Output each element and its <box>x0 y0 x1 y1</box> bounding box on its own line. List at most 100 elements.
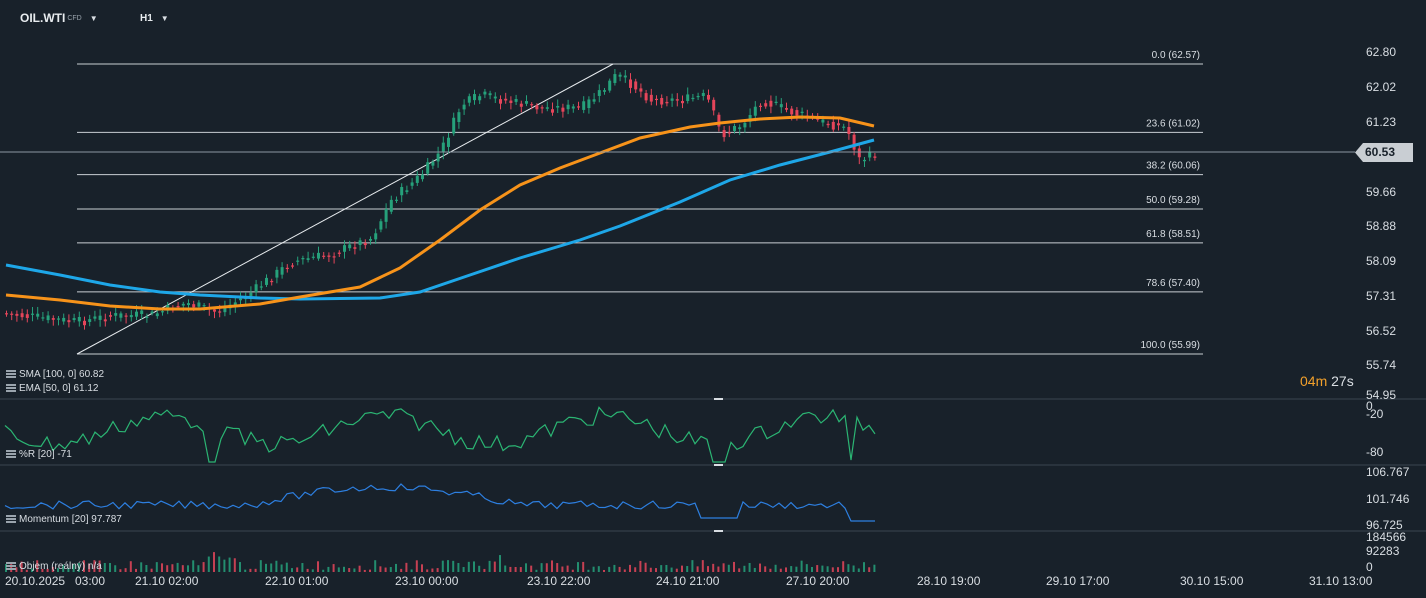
candle[interactable] <box>551 109 554 113</box>
candle[interactable] <box>254 284 258 293</box>
candle[interactable] <box>525 101 528 104</box>
candle[interactable] <box>660 98 664 105</box>
candle[interactable] <box>426 162 430 174</box>
candle[interactable] <box>779 104 783 108</box>
candle[interactable] <box>535 105 539 110</box>
candle[interactable] <box>405 190 409 192</box>
candle[interactable] <box>415 175 419 183</box>
candle[interactable] <box>467 96 471 103</box>
candle[interactable] <box>140 310 144 314</box>
candle[interactable] <box>265 277 268 285</box>
candle[interactable] <box>457 112 461 123</box>
timeframe-selector[interactable]: H1 ▼ <box>140 13 169 24</box>
candle[interactable] <box>88 319 92 322</box>
williams-r-legend[interactable]: %R [20] -71 <box>6 449 72 460</box>
candle[interactable] <box>712 99 716 111</box>
candle[interactable] <box>285 267 289 270</box>
candle[interactable] <box>748 115 752 122</box>
candle[interactable] <box>31 313 34 315</box>
candle[interactable] <box>566 104 570 110</box>
candle[interactable] <box>317 252 320 259</box>
candle[interactable] <box>270 280 274 283</box>
candle[interactable] <box>753 106 757 116</box>
candle[interactable] <box>36 313 40 317</box>
candle[interactable] <box>332 256 336 258</box>
candle[interactable] <box>436 153 440 162</box>
candle[interactable] <box>759 105 762 107</box>
candle[interactable] <box>639 88 643 92</box>
candle[interactable] <box>556 106 560 108</box>
candle[interactable] <box>441 142 445 153</box>
candle[interactable] <box>670 98 674 101</box>
candle[interactable] <box>545 107 549 109</box>
candle[interactable] <box>421 174 424 180</box>
candle[interactable] <box>795 110 799 116</box>
candle[interactable] <box>499 99 502 104</box>
candle[interactable] <box>213 309 216 312</box>
candle[interactable] <box>374 233 378 240</box>
candle[interactable] <box>696 95 700 98</box>
candle[interactable] <box>150 311 154 314</box>
candle[interactable] <box>389 199 393 212</box>
candle[interactable] <box>249 292 253 297</box>
candle[interactable] <box>306 258 310 260</box>
candle[interactable] <box>187 303 190 306</box>
candle[interactable] <box>77 316 81 322</box>
candle[interactable] <box>197 302 201 307</box>
candle[interactable] <box>873 156 877 158</box>
candle[interactable] <box>587 99 591 109</box>
candle[interactable] <box>114 313 118 316</box>
candle[interactable] <box>57 318 60 320</box>
candle[interactable] <box>369 238 372 241</box>
candle[interactable] <box>634 81 638 90</box>
candle[interactable] <box>239 298 242 301</box>
candle[interactable] <box>727 132 731 134</box>
candle[interactable] <box>649 94 653 102</box>
candle[interactable] <box>509 100 513 104</box>
candle[interactable] <box>337 252 341 254</box>
candle[interactable] <box>603 90 606 92</box>
candle[interactable] <box>452 117 456 134</box>
candle[interactable] <box>202 305 206 307</box>
candle[interactable] <box>395 199 398 201</box>
candle[interactable] <box>691 97 695 100</box>
candle[interactable] <box>124 315 128 317</box>
candle[interactable] <box>135 311 138 317</box>
candle[interactable] <box>93 316 97 319</box>
candle[interactable] <box>790 108 794 115</box>
candle[interactable] <box>707 94 710 100</box>
candle[interactable] <box>483 91 487 95</box>
candle[interactable] <box>275 269 279 278</box>
candle[interactable] <box>176 306 180 308</box>
candle[interactable] <box>561 107 565 112</box>
candle[interactable] <box>571 106 575 109</box>
candle[interactable] <box>722 130 726 138</box>
candle[interactable] <box>192 304 196 308</box>
candle[interactable] <box>67 320 71 323</box>
candle[interactable] <box>493 96 497 99</box>
candle[interactable] <box>41 317 45 319</box>
candle[interactable] <box>280 267 284 275</box>
candle[interactable] <box>363 242 367 246</box>
candle[interactable] <box>343 245 346 252</box>
candle[interactable] <box>655 98 658 101</box>
candle[interactable] <box>46 315 50 321</box>
candle[interactable] <box>764 103 768 107</box>
candle[interactable] <box>311 256 315 258</box>
candle[interactable] <box>863 159 866 162</box>
candle[interactable] <box>644 93 648 101</box>
candle[interactable] <box>597 90 601 96</box>
candle[interactable] <box>62 317 66 322</box>
candle[interactable] <box>514 98 518 102</box>
candle[interactable] <box>868 151 872 158</box>
candle[interactable] <box>821 119 825 123</box>
ema-legend[interactable]: EMA [50, 0] 61.12 <box>6 383 99 394</box>
candle[interactable] <box>478 96 482 101</box>
candle[interactable] <box>675 99 679 101</box>
candle[interactable] <box>717 114 721 127</box>
candle[interactable] <box>623 75 627 78</box>
candle[interactable] <box>145 316 149 318</box>
candle[interactable] <box>738 127 742 130</box>
candle[interactable] <box>686 94 690 101</box>
symbol-selector[interactable]: OIL.WTI CFD ▼ <box>20 11 98 25</box>
